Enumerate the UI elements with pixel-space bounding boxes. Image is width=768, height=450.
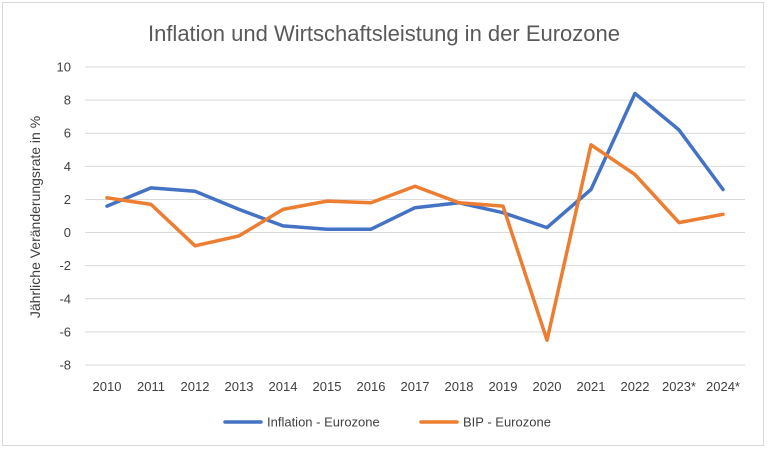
y-tick-label: 10 — [57, 60, 71, 75]
y-tick-label: -6 — [59, 324, 71, 339]
legend-label: Inflation - Eurozone — [267, 415, 380, 430]
y-tick-label: 8 — [64, 93, 71, 108]
x-tick-label: 2015 — [313, 379, 342, 394]
legend-label: BIP - Eurozone — [463, 415, 551, 430]
x-axis-ticks: 2010 2011 2012 2013 2014 2015 2016 2017 2018 2019… — [93, 379, 740, 394]
line-chart: Inflation und Wirtschaftsleistung in der… — [27, 21, 745, 430]
legend: Inflation - Eurozone BIP - Eurozone — [223, 415, 551, 430]
y-tick-label: -4 — [59, 291, 71, 306]
x-tick-label: 2018 — [445, 379, 474, 394]
x-tick-label: 2022 — [621, 379, 650, 394]
x-tick-label: 2019 — [489, 379, 518, 394]
series-line-bip — [105, 143, 725, 342]
x-tick-label: 2021 — [577, 379, 606, 394]
x-tick-label: 2013 — [225, 379, 254, 394]
y-tick-label: 6 — [64, 126, 71, 141]
y-tick-label: 4 — [64, 159, 71, 174]
chart-frame: Inflation und Wirtschaftsleistung in der… — [2, 2, 764, 446]
y-axis-ticks: 10 8 6 4 2 0 -2 -4 -6 -8 — [57, 60, 71, 373]
y-axis-title: Jährliche Veränderungsrate in % — [27, 116, 43, 318]
chart-title: Inflation und Wirtschaftsleistung in der… — [148, 21, 620, 46]
y-tick-label: -8 — [59, 358, 71, 373]
x-tick-label: 2010 — [93, 379, 122, 394]
gridlines — [85, 66, 745, 366]
x-tick-label: 2024* — [706, 379, 740, 394]
x-tick-label: 2011 — [137, 379, 165, 394]
series-line-inflation — [105, 91, 725, 231]
x-tick-label: 2023* — [662, 379, 696, 394]
x-tick-label: 2012 — [181, 379, 210, 394]
y-tick-label: 2 — [64, 192, 71, 207]
x-tick-label: 2017 — [401, 379, 430, 394]
y-tick-label: 0 — [64, 225, 71, 240]
x-tick-label: 2020 — [533, 379, 562, 394]
y-tick-label: -2 — [59, 258, 71, 273]
series-lines — [105, 91, 725, 342]
x-tick-label: 2016 — [357, 379, 386, 394]
x-tick-label: 2014 — [269, 379, 298, 394]
